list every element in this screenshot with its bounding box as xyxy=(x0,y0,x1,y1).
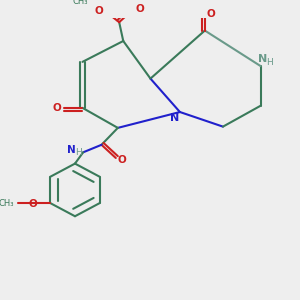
Text: O: O xyxy=(52,103,61,113)
Text: O: O xyxy=(135,4,144,14)
Text: O: O xyxy=(118,155,126,165)
Text: N: N xyxy=(258,54,267,64)
Text: H: H xyxy=(266,58,273,67)
Text: CH₃: CH₃ xyxy=(0,199,14,208)
Text: O: O xyxy=(29,199,38,209)
Text: N: N xyxy=(68,146,76,155)
Text: N: N xyxy=(170,113,180,123)
Text: CH₃: CH₃ xyxy=(73,0,88,6)
Text: H: H xyxy=(75,148,82,157)
Text: O: O xyxy=(207,9,215,19)
Text: O: O xyxy=(94,6,103,16)
